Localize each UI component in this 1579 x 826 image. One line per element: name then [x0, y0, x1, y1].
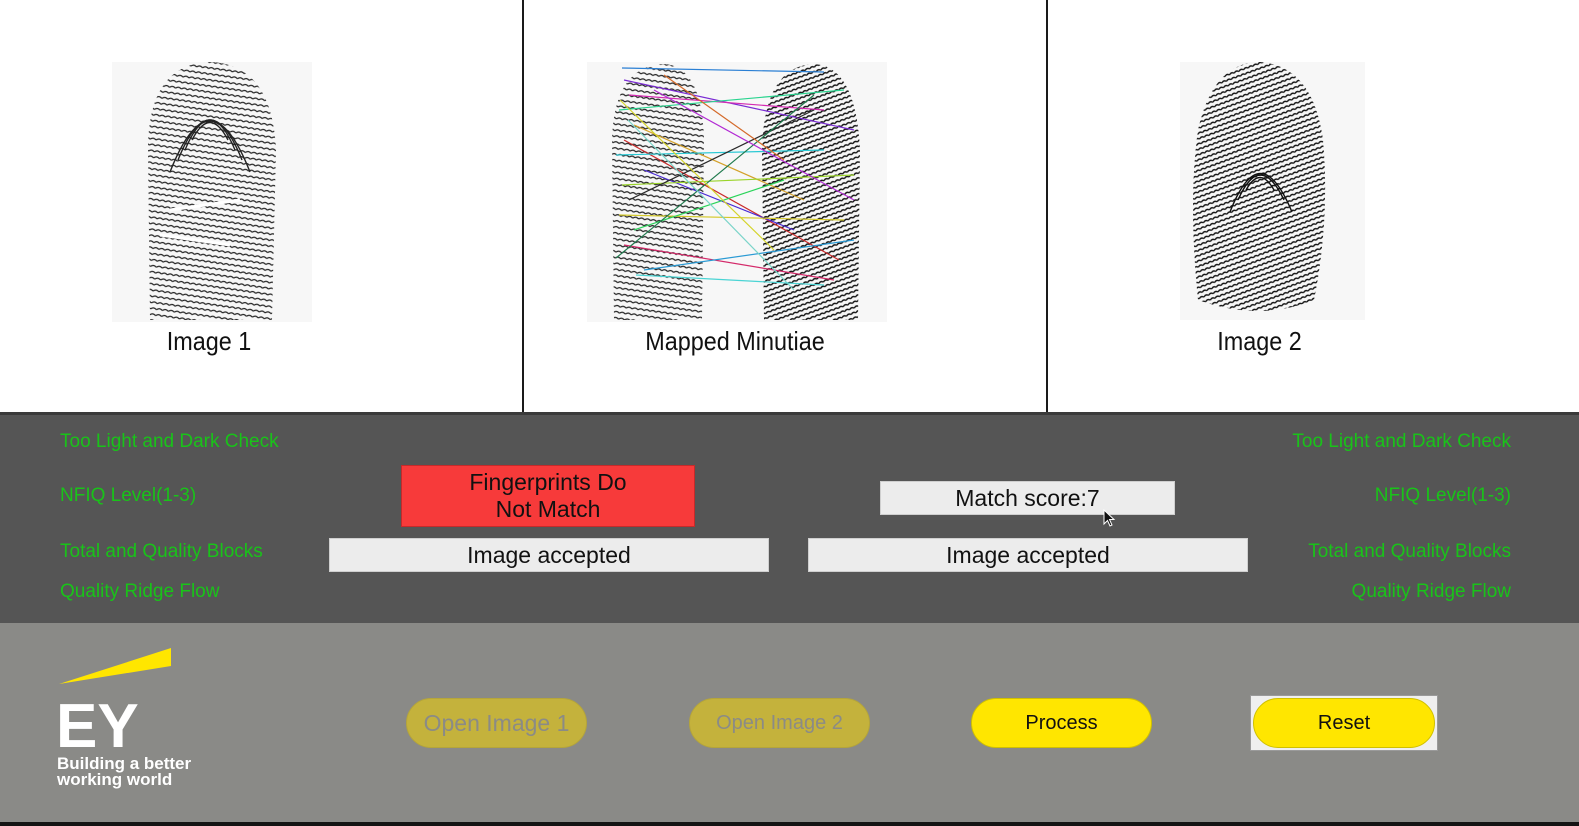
right-ridge-label: Quality Ridge Flow — [1351, 581, 1511, 602]
open-image-2-button[interactable]: Open Image 2 — [689, 698, 870, 748]
reset-button[interactable]: Reset — [1253, 698, 1435, 748]
image1-caption: Image 1 — [166, 326, 252, 356]
panel-divider — [522, 0, 524, 414]
image-panels: Image 1 — [0, 0, 1579, 414]
fingerprint-image-icon — [1180, 62, 1365, 320]
match-verdict-box: Fingerprints Do Not Match — [401, 465, 695, 527]
image2-caption: Image 2 — [1217, 326, 1302, 356]
image2-panel: Image 2 — [1048, 0, 1579, 414]
left-blocks-label: Total and Quality Blocks — [60, 541, 263, 562]
right-light-dark-label: Too Light and Dark Check — [1292, 431, 1511, 452]
left-ridge-label: Quality Ridge Flow — [60, 581, 220, 602]
mapped-minutiae-caption: Mapped Minutiae — [645, 326, 825, 356]
mapped-minutiae-image — [587, 62, 887, 322]
control-bar: EY Building a better working world Open … — [0, 623, 1579, 822]
left-light-dark-label: Too Light and Dark Check — [60, 431, 279, 452]
open-image-1-button[interactable]: Open Image 1 — [406, 698, 587, 748]
image1-panel: Image 1 — [0, 0, 522, 414]
verdict-line-2: Not Match — [495, 496, 601, 522]
image1-status-field: Image accepted — [329, 538, 769, 572]
quality-info-panel: Too Light and Dark Check NFIQ Level(1-3)… — [0, 415, 1579, 623]
ey-logo-text: EY — [56, 692, 139, 753]
tagline-line-1: Building a better — [57, 754, 192, 773]
fingerprint-image-icon — [112, 62, 312, 322]
reset-button-focus: Reset — [1250, 695, 1438, 751]
window-bottom-edge — [0, 822, 1579, 826]
image2-status-field: Image accepted — [808, 538, 1248, 572]
left-nfiq-label: NFIQ Level(1-3) — [60, 485, 197, 506]
tagline-line-2: working world — [57, 770, 173, 789]
ey-tagline: Building a better working world — [57, 754, 192, 789]
process-button[interactable]: Process — [971, 698, 1152, 748]
right-nfiq-label: NFIQ Level(1-3) — [1374, 485, 1511, 506]
panel-divider — [1046, 0, 1048, 414]
mapped-minutiae-panel: Mapped Minutiae — [524, 0, 1046, 414]
right-blocks-label: Total and Quality Blocks — [1308, 541, 1511, 562]
match-score-field: Match score:7 — [880, 481, 1175, 515]
ey-logo: EY — [56, 648, 171, 753]
verdict-line-1: Fingerprints Do — [469, 469, 627, 495]
panel-bottom-divider — [0, 412, 1579, 415]
mouse-cursor-icon — [1103, 509, 1116, 527]
